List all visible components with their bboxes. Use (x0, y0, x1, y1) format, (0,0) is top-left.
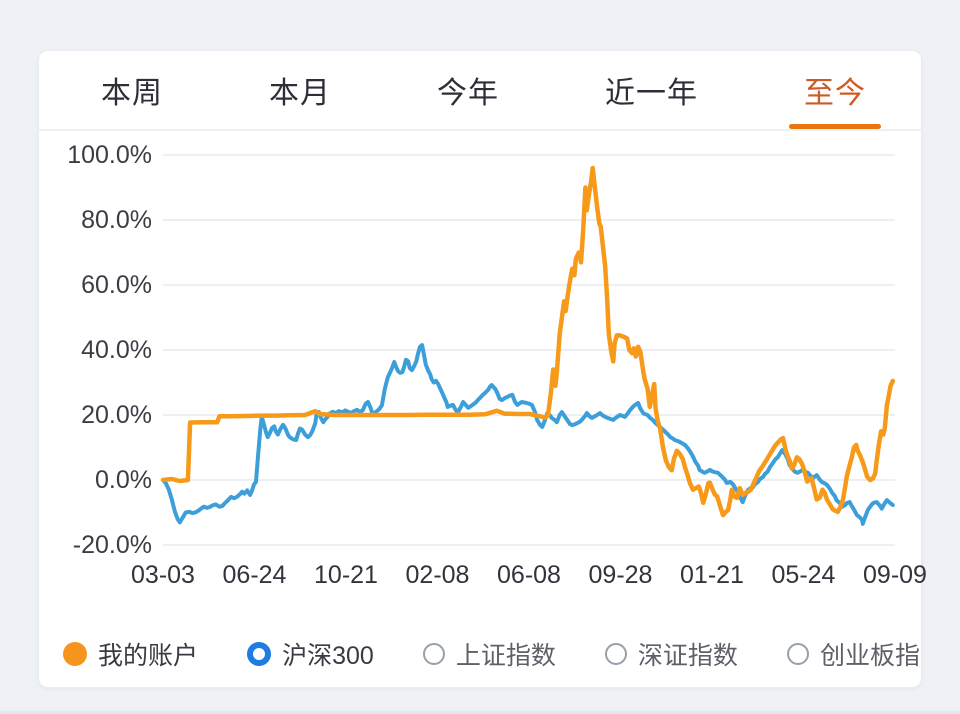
tab-to-date[interactable]: 至今 (789, 51, 881, 129)
tab-this-month-label: 本月 (269, 77, 331, 110)
legend-label-csi300: 沪深300 (282, 642, 374, 670)
performance-card: 本周 本月 今年 近一年 至今 (38, 50, 922, 688)
chart-legend: 我的账户 沪深300 上证指数 深证指数 创业板指 (63, 636, 920, 672)
legend-item-chinext[interactable]: 创业板指 (786, 636, 920, 672)
legend-item-szse-index[interactable]: 深证指数 (604, 636, 738, 672)
series-line-沪深300 (161, 343, 895, 526)
legend-label-my-account: 我的账户 (98, 642, 199, 670)
chart-canvas[interactable] (160, 154, 896, 546)
x-tick-label-0: 03-03 (131, 561, 195, 589)
x-tick-label-5: 09-28 (588, 561, 653, 589)
x-tick-label-2: 10-21 (314, 561, 378, 589)
x-tick-label-1: 06-24 (222, 561, 287, 589)
y-tick-label-0: 0.0% (95, 466, 152, 494)
legend-label-sse-index: 上证指数 (455, 642, 556, 670)
period-tabs-bar: 本周 本月 今年 近一年 至今 (39, 51, 921, 131)
chinext-circle-icon (786, 643, 809, 665)
tab-this-week-label: 本周 (101, 77, 163, 110)
x-tick-label-8: 09-09 (863, 561, 927, 589)
tab-this-year[interactable]: 今年 (437, 51, 499, 129)
x-tick-label-7: 05-24 (771, 561, 836, 589)
tab-this-week[interactable]: 本周 (101, 51, 163, 129)
csi300-ring-icon (247, 642, 272, 666)
active-tab-underline (789, 124, 881, 129)
tab-to-date-label: 至今 (804, 77, 866, 110)
series-line-我的账户 (160, 165, 896, 518)
tab-past-year[interactable]: 近一年 (605, 51, 698, 129)
legend-item-csi300[interactable]: 沪深300 (247, 636, 374, 672)
x-tick-label-3: 02-08 (405, 561, 470, 589)
legend-label-chinext: 创业板指 (819, 642, 920, 670)
y-tick-label-20: 20.0% (81, 401, 152, 429)
x-tick-label-4: 06-08 (497, 561, 561, 589)
y-tick-label-60: 60.0% (81, 271, 152, 299)
bottom-divider (0, 711, 960, 714)
tab-this-year-label: 今年 (437, 77, 499, 110)
legend-item-my-account[interactable]: 我的账户 (63, 636, 198, 672)
szse-index-circle-icon (604, 643, 627, 665)
sse-index-circle-icon (422, 643, 445, 665)
my-account-dot-icon (63, 642, 87, 666)
y-tick-label-neg20: -20.0% (72, 531, 152, 559)
tab-past-year-label: 近一年 (605, 77, 698, 110)
tab-this-month[interactable]: 本月 (269, 51, 331, 129)
legend-label-szse-index: 深证指数 (637, 642, 738, 670)
legend-item-sse-index[interactable]: 上证指数 (422, 636, 556, 672)
y-tick-label-40: 40.0% (81, 336, 152, 364)
y-tick-label-80: 80.0% (81, 206, 152, 234)
y-tick-label-100: 100.0% (67, 141, 152, 169)
x-tick-label-6: 01-21 (680, 561, 744, 589)
